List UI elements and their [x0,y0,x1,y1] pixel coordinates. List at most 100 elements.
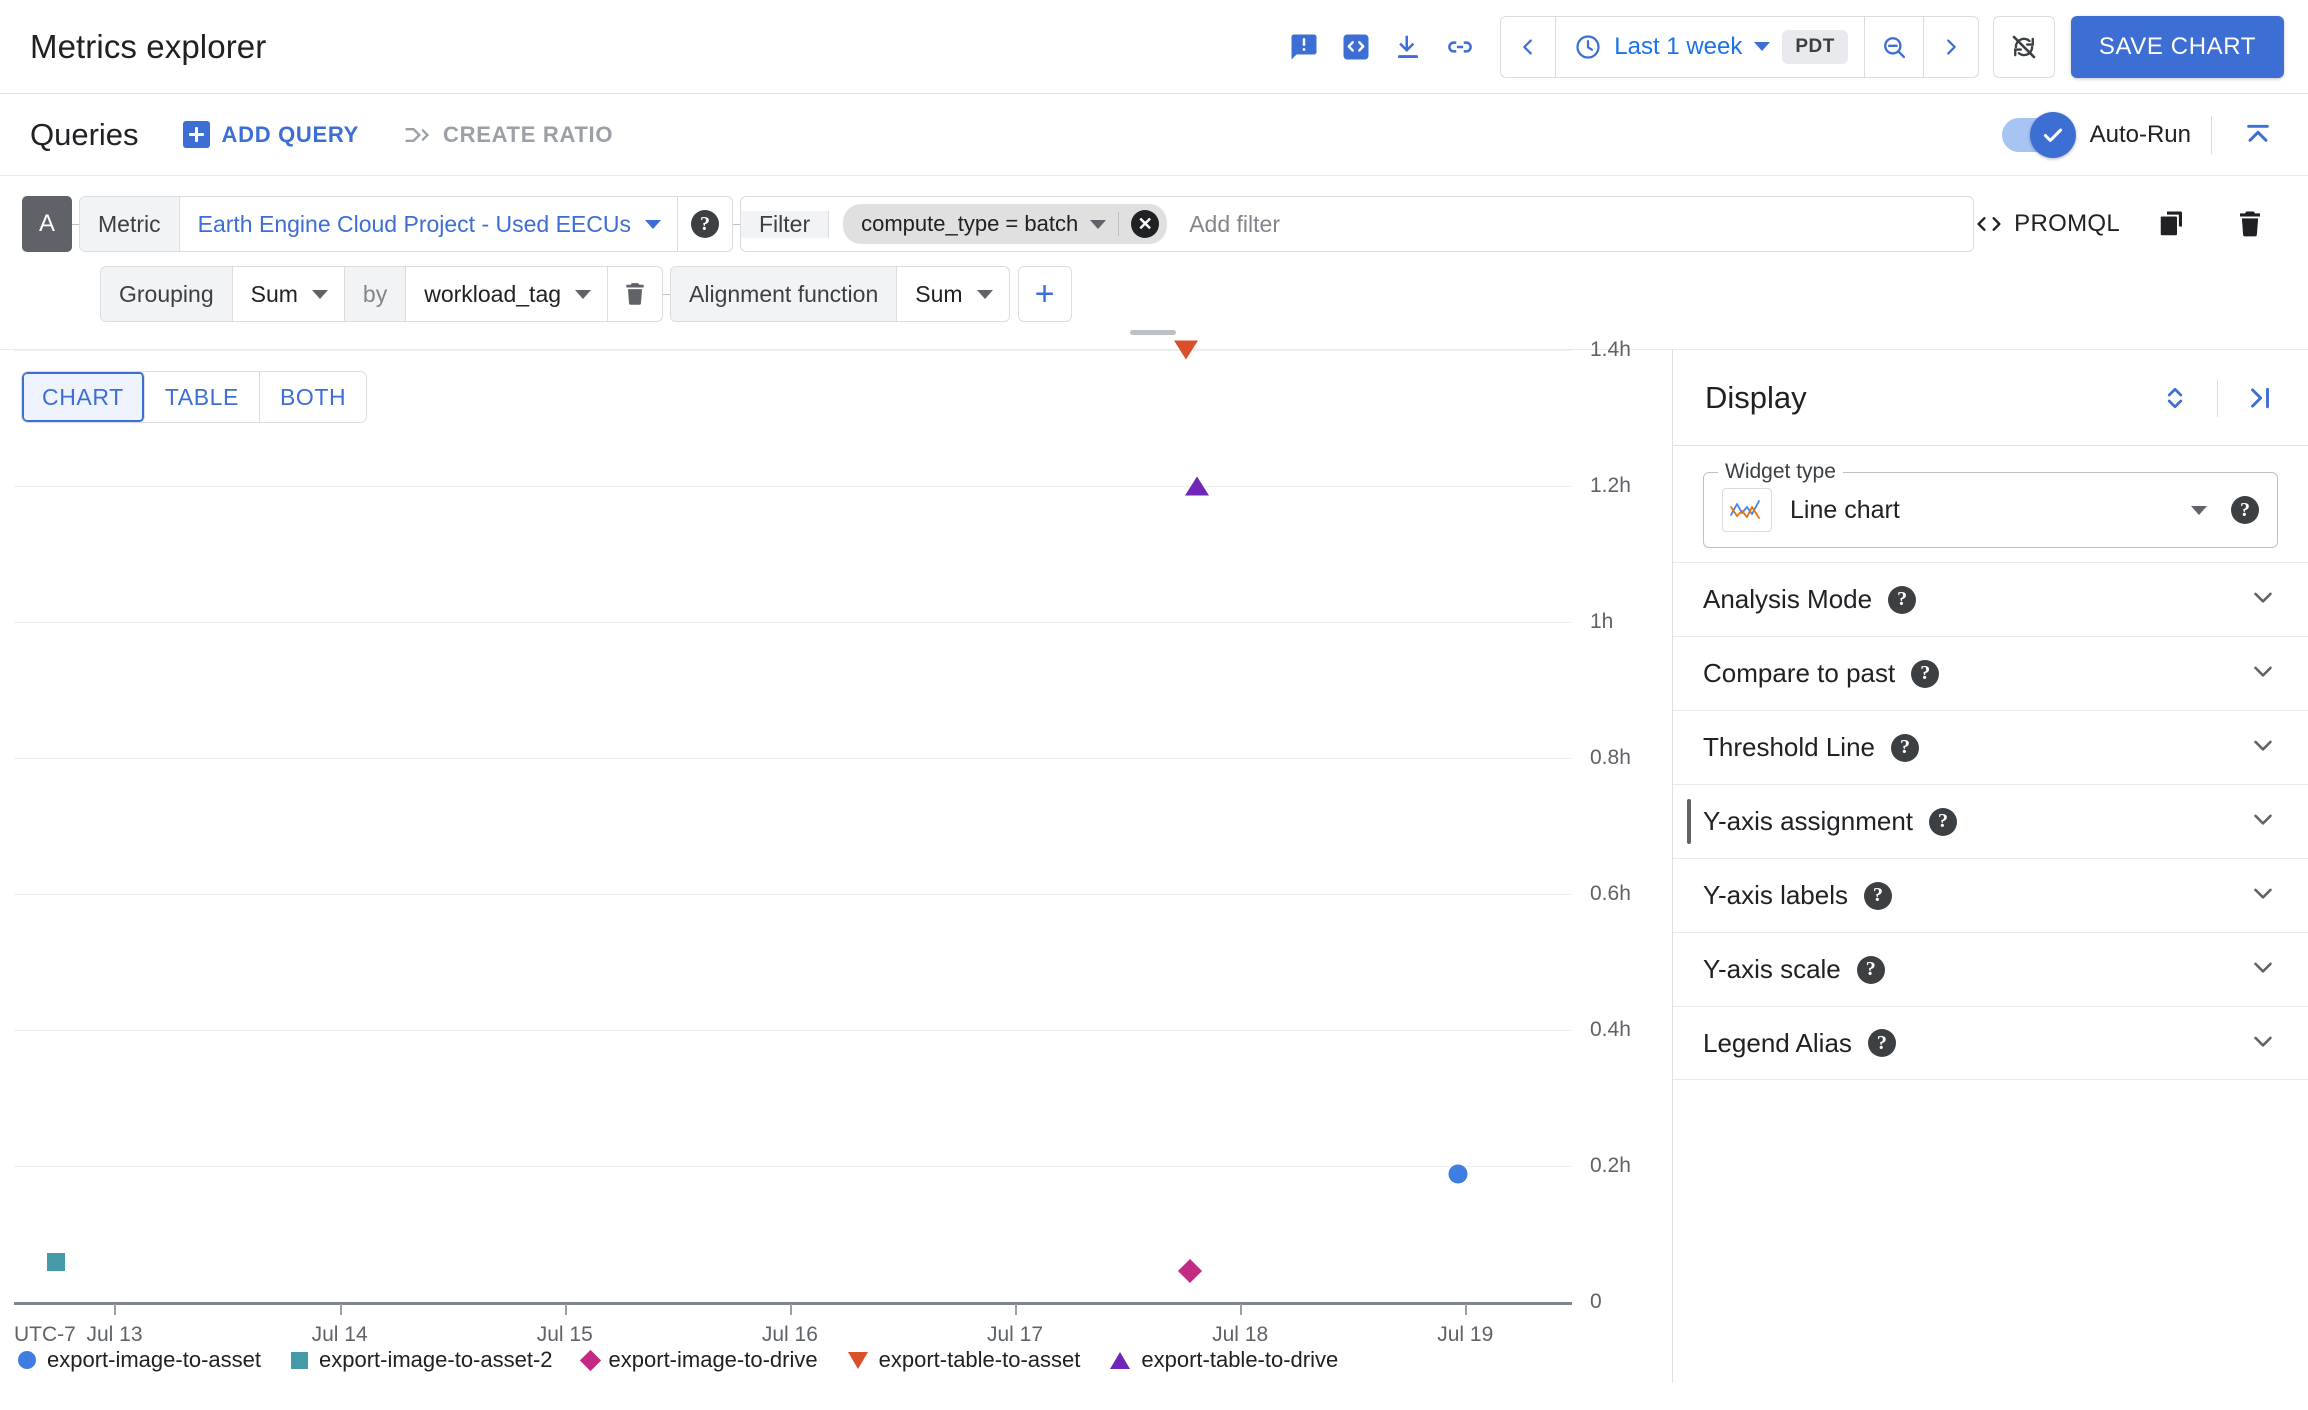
auto-run-label: Auto-Run [2089,120,2191,148]
legend-marker-icon [579,1349,601,1371]
grouping-by-label: by [343,267,407,321]
create-ratio-button[interactable]: CREATE RATIO [403,121,613,149]
code-brackets-icon [1977,217,2001,231]
collapse-right-icon[interactable] [2234,372,2286,424]
legend-marker-icon [847,1351,868,1369]
time-range-dropdown[interactable]: Last 1 week PDT [1556,17,1864,77]
chevron-down-icon [645,219,661,229]
divider [1555,16,1557,77]
display-section-y-axis-labels[interactable]: Y-axis labels? [1673,858,2308,932]
x-axis-tick [1240,1304,1243,1315]
connector [72,223,79,225]
alignment-value: Sum [915,280,963,307]
chevron-down-icon [2248,952,2278,987]
x-axis-tick-label: Jul 14 [311,1323,368,1346]
legend-item[interactable]: export-image-to-asset [18,1347,261,1373]
time-next-button[interactable] [1924,17,1978,77]
query-badge: A [22,196,72,252]
data-point-marker[interactable] [1178,1258,1203,1283]
queries-toolbar: Queries ADD QUERY CREATE RATIO Auto-Run [0,94,2308,176]
x-axis-tick-label: Jul 17 [986,1323,1044,1346]
display-section-legend-alias[interactable]: Legend Alias? [1673,1006,2308,1080]
data-point-marker[interactable] [1184,476,1209,496]
tab-chart[interactable]: CHART [22,372,145,422]
auto-run-control: Auto-Run [2001,109,2284,161]
code-icon[interactable] [1330,21,1382,73]
help-icon[interactable]: ? [1891,733,1919,762]
filter-chip[interactable]: compute_type = batch ✕ [843,204,1168,244]
download-icon[interactable] [1382,21,1434,73]
help-icon[interactable]: ? [1888,585,1917,614]
metric-help-button[interactable]: ? [678,197,732,251]
alignment-field: Alignment function Sum [670,266,1010,322]
main-content: CHART TABLE BOTH 0 0.2h 0.4h 0.6h 0.8h 1h 1.2h… [0,338,2308,1383]
x-axis-timezone-label: UTC-7 [14,1323,76,1346]
divider [2217,378,2218,417]
legend-item[interactable]: export-image-to-drive [579,1347,818,1373]
data-point-marker[interactable] [1173,340,1198,360]
display-section-y-axis-scale[interactable]: Y-axis scale? [1673,932,2308,1006]
add-grouping-button[interactable]: + [1017,266,1072,322]
display-section-label: Y-axis assignment [1703,806,1914,836]
tab-table[interactable]: TABLE [144,372,260,422]
display-section-threshold-line[interactable]: Threshold Line? [1673,710,2308,784]
legend-marker-icon [18,1351,36,1369]
delete-query-icon[interactable] [2224,198,2276,250]
display-section-compare-to-past[interactable]: Compare to past? [1673,636,2308,710]
close-icon[interactable]: ✕ [1131,210,1160,238]
help-icon[interactable]: ? [1929,807,1958,836]
time-range-selector[interactable]: Last 1 week PDT [1500,15,1979,78]
display-panel-header: Display [1673,350,2308,446]
collapse-up-icon[interactable] [2232,109,2284,161]
data-point-marker[interactable] [1448,1164,1468,1184]
display-panel-body: Widget type Line chart ? [1673,446,2308,548]
help-icon[interactable]: ? [1911,659,1940,688]
display-section-label: Threshold Line [1703,732,1875,762]
chevron-down-icon [575,289,592,299]
delete-grouping-icon[interactable] [608,267,662,321]
help-icon[interactable]: ? [2231,496,2259,524]
add-query-button[interactable]: ADD QUERY [182,121,360,148]
expand-vertical-icon[interactable] [2149,372,2201,424]
filter-field: Filter compute_type = batch ✕ Add filter [740,196,1975,252]
timezone-chip[interactable]: PDT [1782,29,1848,64]
auto-run-toggle[interactable] [2001,111,2076,158]
alignment-dropdown[interactable]: Sum [897,267,1008,321]
legend-item[interactable]: export-table-to-drive [1110,1347,1338,1373]
line-chart-icon [1722,488,1772,532]
time-prev-button[interactable] [1501,17,1555,77]
display-section-analysis-mode[interactable]: Analysis Mode? [1673,562,2308,636]
widget-type-field[interactable]: Widget type Line chart ? [1703,460,2278,548]
help-icon[interactable]: ? [1856,955,1885,984]
divider [1118,212,1120,236]
tab-both[interactable]: BOTH [259,372,367,422]
link-icon[interactable] [1434,21,1486,73]
feedback-icon[interactable] [1278,21,1330,73]
resize-handle[interactable] [1130,330,1176,335]
copy-icon[interactable] [2146,198,2198,250]
help-icon[interactable]: ? [1864,881,1893,910]
display-section-y-axis-assignment[interactable]: Y-axis assignment? [1673,784,2308,858]
chevron-down-icon [2248,582,2278,617]
grouping-function-dropdown[interactable]: Sum [233,267,344,321]
legend-item[interactable]: export-image-to-asset-2 [290,1347,553,1373]
legend-item-label: export-table-to-drive [1141,1347,1339,1372]
save-chart-button[interactable]: SAVE CHART [2070,15,2284,78]
legend-item[interactable]: export-table-to-asset [847,1347,1080,1373]
grouping-field-dropdown[interactable]: workload_tag [406,267,607,321]
metric-dropdown[interactable]: Earth Engine Cloud Project - Used EECUs [180,197,677,251]
data-point-marker[interactable] [47,1252,66,1271]
x-axis-tick [1015,1304,1017,1315]
display-panel: Display Widget type Line chart ? [1672,350,2308,1383]
zoom-out-icon[interactable] [1865,17,1923,77]
add-filter-input[interactable]: Add filter [1189,210,1280,237]
promql-button[interactable]: PROMQL [1974,210,2120,238]
y-axis-tick-label: 1h [1590,610,1614,633]
x-axis-line [14,1302,1572,1305]
connector [663,293,671,295]
chart-plot-area[interactable]: 0 0.2h 0.4h 0.6h 0.8h 1h 1.2h 1.4h Jul 13 Jul 14 J… [14,338,1631,1346]
help-icon[interactable]: ? [1867,1029,1896,1057]
ratio-icon [405,127,430,142]
legend-item-label: export-image-to-drive [608,1347,818,1372]
auto-refresh-off-icon[interactable] [1992,15,2055,78]
